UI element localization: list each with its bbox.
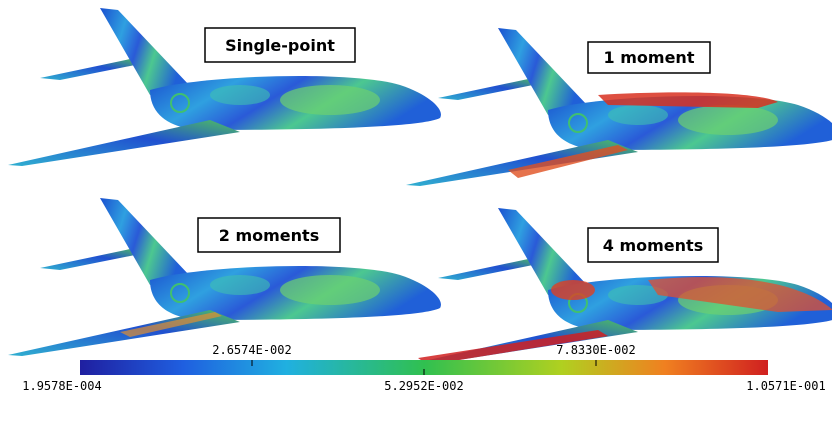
panel-labels: Single-point 1 moment 2 moments 4 moment… [197, 27, 719, 263]
panel-label: 4 moments [603, 236, 703, 255]
colorbar-label: 5.2952E-002 [384, 379, 463, 393]
jet-panel [405, 27, 832, 187]
panel-label: 2 moments [219, 226, 319, 245]
colorbar-label: 1.9578E-004 [22, 379, 101, 393]
colorbar: 2.6574E-002 7.8330E-002 1.9578E-004 5.29… [22, 343, 825, 393]
colorbar-label: 7.8330E-002 [556, 343, 635, 357]
jet-panel [405, 207, 832, 367]
colorbar-label: 1.0571E-001 [746, 379, 825, 393]
panel-label: 1 moment [604, 48, 695, 67]
colorbar-label: 2.6574E-002 [212, 343, 291, 357]
panel-label: Single-point [225, 36, 335, 55]
jet-panel [7, 197, 442, 357]
